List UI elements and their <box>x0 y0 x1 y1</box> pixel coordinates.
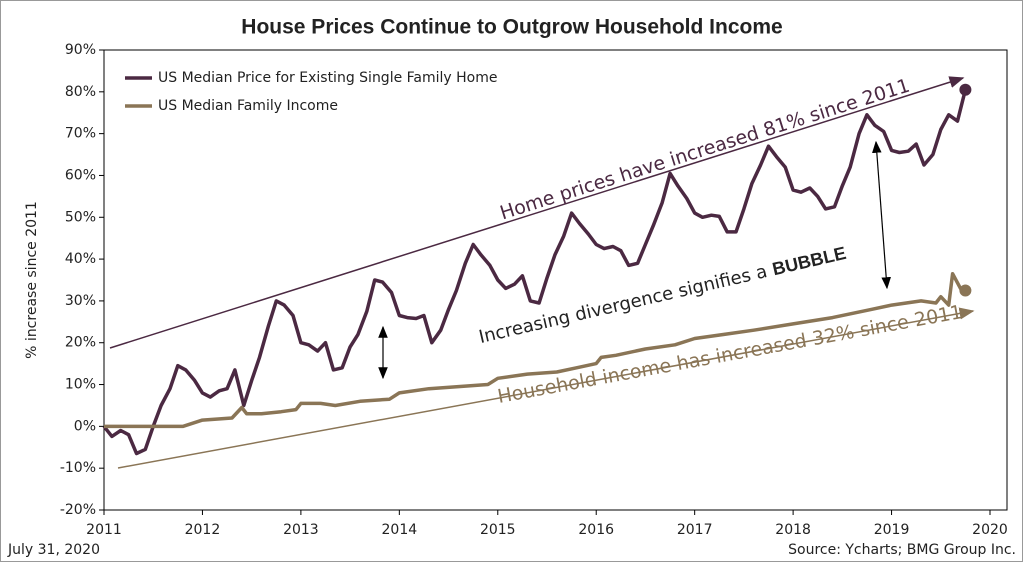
y-tick-label: 20% <box>65 335 96 351</box>
plot-frame <box>103 49 1008 511</box>
y-tick-label: -20% <box>60 502 96 518</box>
y-tick-label: 30% <box>65 293 96 309</box>
x-tick-label: 2016 <box>578 522 614 538</box>
x-tick-label: 2015 <box>480 522 516 538</box>
annotation-bold: BUBBLE <box>770 243 848 279</box>
legend-label: US Median Price for Existing Single Fami… <box>158 70 498 86</box>
arrow <box>117 307 975 469</box>
y-tick-label: 0% <box>74 418 96 434</box>
y-tick-label: 50% <box>65 209 96 225</box>
arrow <box>109 76 965 349</box>
source: Source: Ycharts; BMG Group Inc. <box>788 542 1016 558</box>
y-tick-label: -10% <box>60 460 96 476</box>
y-tick-label: 60% <box>65 167 96 183</box>
date: July 31, 2020 <box>7 542 100 558</box>
x-tick-label: 2018 <box>775 522 811 538</box>
y-tick-label: 40% <box>65 251 96 267</box>
y-tick-label: 90% <box>65 42 96 58</box>
chart-title: House Prices Continue to Outgrow Househo… <box>241 16 782 39</box>
y-tick-label: 70% <box>65 126 96 142</box>
x-tick-label: 2020 <box>972 522 1008 538</box>
line <box>104 271 967 429</box>
x-tick-label: 2017 <box>677 522 713 538</box>
y-axis-label: % increase since 2011 <box>24 201 40 359</box>
legend-label: US Median Family Income <box>158 98 338 114</box>
x-tick-label: 2011 <box>86 522 122 538</box>
annotation: Home prices have increased 81% since 201… <box>497 75 912 225</box>
x-tick-label: 2013 <box>283 522 319 538</box>
x-tick-label: 2014 <box>382 522 418 538</box>
end-marker <box>959 83 972 96</box>
end-marker <box>959 284 972 297</box>
line <box>102 89 968 456</box>
y-tick-label: 10% <box>65 377 96 393</box>
y-tick-label: 80% <box>65 84 96 100</box>
arrow <box>872 140 891 290</box>
x-tick-label: 2012 <box>185 522 221 538</box>
x-tick-label: 2019 <box>874 522 910 538</box>
